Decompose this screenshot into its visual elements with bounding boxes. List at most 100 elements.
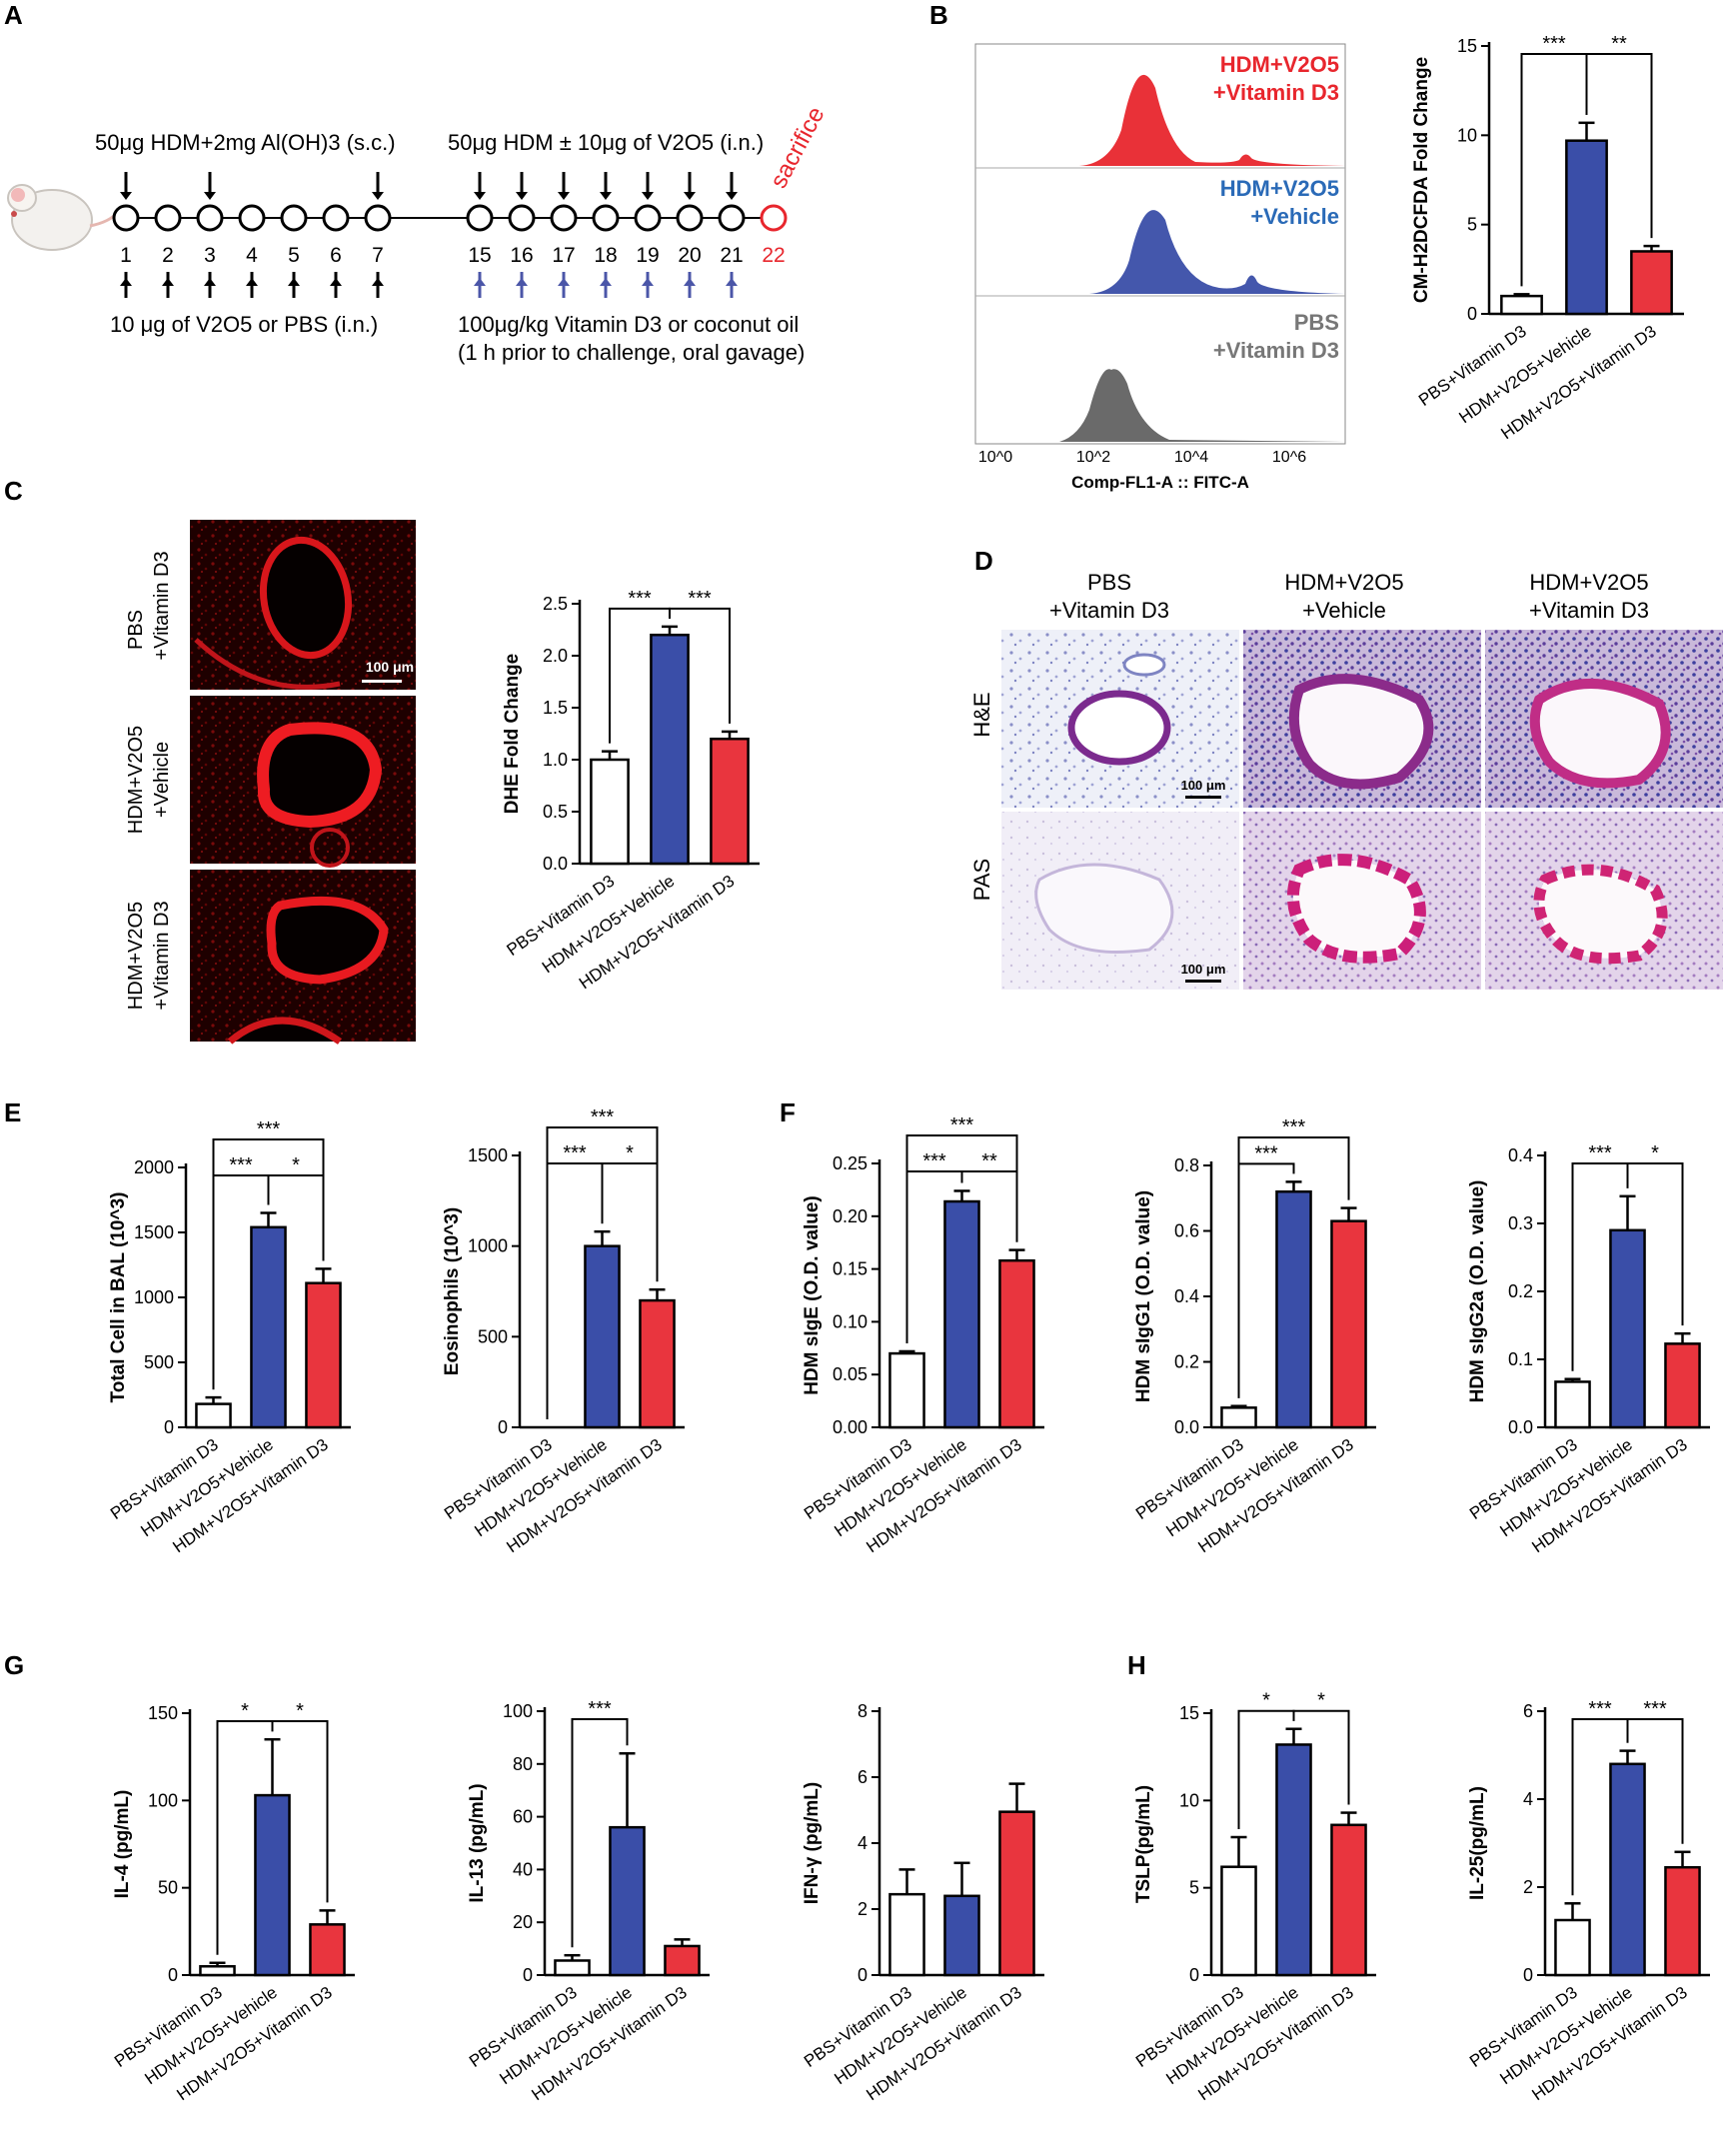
vitamin-d-arrow xyxy=(516,272,528,298)
d-col-label-pbs-2: +Vitamin D3 xyxy=(1049,598,1169,623)
flow-tick-4: 10^4 xyxy=(1174,449,1208,466)
d-col-label-vitd-2: +Vitamin D3 xyxy=(1529,598,1649,623)
bar-pbs xyxy=(888,1892,925,1977)
y-tick-label: 0.5 xyxy=(543,802,568,822)
hist-label-vitd-2: +Vitamin D3 xyxy=(1213,80,1339,105)
significance-stars: ** xyxy=(981,1150,997,1172)
bar-vitd xyxy=(998,1258,1035,1429)
day-number: 5 xyxy=(288,244,300,267)
d-scale-bar-he: 100 μm xyxy=(1181,778,1226,793)
significance-bracket xyxy=(1585,53,1653,239)
challenge-arrow xyxy=(642,172,654,200)
y-tick-label: 6 xyxy=(858,1767,867,1787)
panel-c-micrographs: 100 μm PBS +Vitamin D3 HDM+V2O5 +Vehicle… xyxy=(125,520,416,1045)
bar-vehicle xyxy=(1275,1189,1312,1429)
y-tick-label: 80 xyxy=(513,1754,533,1774)
y-tick-label: 60 xyxy=(513,1807,533,1827)
challenge-label: 50μg HDM ± 10μg of V2O5 (i.n.) xyxy=(448,130,764,155)
y-axis-label: HDM sIgG1 (O.D. value) xyxy=(1133,1190,1154,1402)
y-tick-label: 0 xyxy=(164,1417,174,1437)
day-circle xyxy=(154,204,182,232)
panel-letter-d: D xyxy=(974,546,993,576)
panel-letter-e: E xyxy=(4,1097,21,1127)
y-tick-label: 15 xyxy=(1179,1703,1199,1723)
hist-label-pbs-2: +Vitamin D3 xyxy=(1213,338,1339,363)
bar-vehicle xyxy=(1609,1228,1646,1429)
v2o5-arrow xyxy=(204,272,216,298)
panel-letter-b: B xyxy=(929,0,948,30)
y-tick-label: 1500 xyxy=(134,1222,174,1242)
bar-vitd xyxy=(305,1281,342,1429)
y-tick-label: 100 xyxy=(503,1701,533,1721)
bar-vehicle xyxy=(609,1825,646,1977)
histogram-vitd xyxy=(975,74,1345,166)
significance-bracket xyxy=(271,1720,329,1903)
y-tick-label: 0 xyxy=(1523,1965,1533,1985)
y-axis-label: IL-25(pg/mL) xyxy=(1467,1786,1488,1900)
vitamin-d-arrow xyxy=(642,272,654,298)
bar-pbs xyxy=(199,1965,236,1977)
panel-letter-f: F xyxy=(780,1097,796,1127)
v2o5-arrow xyxy=(120,272,132,298)
sensitization-arrow xyxy=(204,172,216,200)
sacrifice-label: sacrifice xyxy=(765,102,830,192)
day-circle xyxy=(196,204,224,232)
day-circle xyxy=(466,204,494,232)
y-tick-label: 0.2 xyxy=(1174,1352,1199,1372)
y-axis-label: TSLP(pg/mL) xyxy=(1133,1785,1154,1903)
day-number: 21 xyxy=(720,244,743,267)
significance-stars: *** xyxy=(950,1114,974,1136)
y-tick-label: 0.20 xyxy=(833,1206,867,1226)
y-tick-label: 0.00 xyxy=(833,1417,867,1437)
bar-pbs xyxy=(1554,1380,1591,1429)
bar-vitd xyxy=(1330,1219,1367,1429)
y-tick-label: 0.0 xyxy=(543,854,568,874)
bar-chart-f1: 0.00 0.05 0.10 0.15 0.20 0.25 HDM sIgE (O.D. v… xyxy=(801,1114,1044,1556)
y-tick-label: 15 xyxy=(1457,36,1477,56)
y-axis-label: Eosinophils (10^3) xyxy=(442,1207,463,1375)
sensitization-arrow xyxy=(120,172,132,200)
flow-tick-0: 10^0 xyxy=(978,449,1012,466)
c-row-label-vitd-2: +Vitamin D3 xyxy=(151,901,173,1010)
bar-vitd xyxy=(1664,1865,1701,1977)
day-number: 6 xyxy=(330,244,342,267)
y-tick-label: 50 xyxy=(158,1878,178,1898)
sensitization-label: 50μg HDM+2mg Al(OH)3 (s.c.) xyxy=(95,130,396,155)
flow-tick-2: 10^2 xyxy=(1076,449,1110,466)
y-tick-label: 5 xyxy=(1189,1878,1199,1898)
bar-pbs xyxy=(1220,1406,1257,1429)
y-tick-label: 0 xyxy=(168,1965,178,1985)
day-circle xyxy=(634,204,662,232)
y-tick-label: 0.4 xyxy=(1508,1145,1533,1165)
significance-stars: * xyxy=(241,1700,249,1722)
flow-tick-6: 10^6 xyxy=(1272,449,1306,466)
y-tick-label: 0.4 xyxy=(1174,1286,1199,1306)
day-number: 19 xyxy=(636,244,659,267)
hist-label-vehicle-1: HDM+V2O5 xyxy=(1220,176,1339,201)
challenge-arrow xyxy=(600,172,612,200)
bar-vitd xyxy=(639,1298,676,1429)
day-circle xyxy=(238,204,266,232)
y-axis-label: HDM sIgG2a (O.D. value) xyxy=(1467,1180,1488,1403)
bar-chart-f2: 0.0 0.2 0.4 0.6 0.8 HDM sIgG1 (O.D. value) ***… xyxy=(1132,1116,1376,1556)
significance-stars: *** xyxy=(1643,1698,1667,1720)
hist-label-pbs-1: PBS xyxy=(1294,310,1339,335)
y-tick-label: 8 xyxy=(858,1701,867,1721)
y-tick-label: 10 xyxy=(1179,1790,1199,1810)
significance-bracket xyxy=(1292,1709,1350,1805)
y-tick-label: 100 xyxy=(148,1790,178,1810)
bar-pbs xyxy=(1554,1918,1591,1977)
day-number-sacrifice: 22 xyxy=(762,244,785,267)
y-tick-label: 0.15 xyxy=(833,1259,867,1279)
bar-pbs xyxy=(554,1959,591,1977)
challenge-arrow xyxy=(558,172,570,200)
day-circle-sacrifice xyxy=(760,204,788,232)
bar-vitd xyxy=(1630,250,1673,316)
